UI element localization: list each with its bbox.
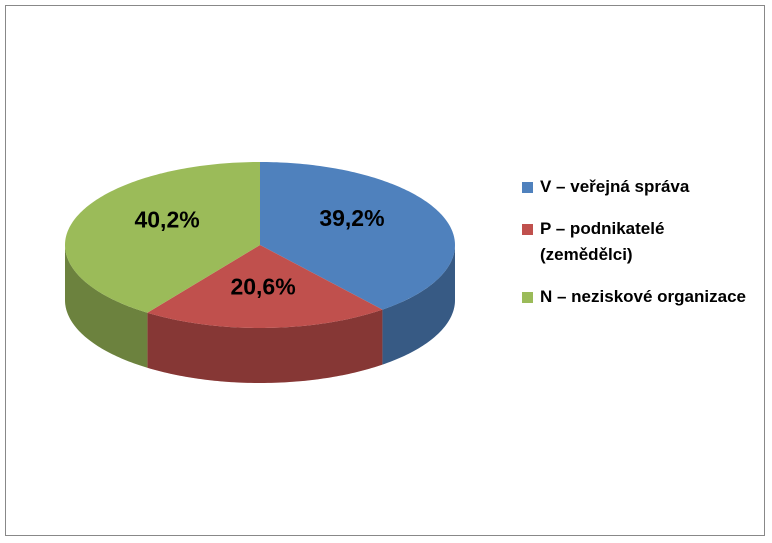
slice: [147, 245, 383, 328]
legend: V – veřejná správa P – podnikatelé (zeměd…: [522, 174, 757, 326]
legend-item: V – veřejná správa: [522, 174, 757, 200]
legend-label: N – neziskové organizace: [540, 287, 746, 306]
slice: [260, 162, 455, 310]
legend-item: N – neziskové organizace: [522, 284, 757, 310]
legend-swatch: [522, 182, 533, 193]
data-label: 39,2%: [319, 205, 384, 231]
legend-item: P – podnikatelé (zemědělci): [522, 216, 757, 268]
slice: [65, 162, 260, 313]
slice-side: [382, 245, 455, 365]
slice-side-shade: [382, 245, 455, 365]
legend-swatch: [522, 292, 533, 303]
legend-swatch: [522, 224, 533, 235]
slice-side: [147, 309, 383, 383]
chart-frame: [5, 5, 765, 536]
slice-side-shade: [65, 245, 148, 368]
slice-side: [65, 245, 148, 368]
slice-side-shade: [147, 309, 383, 383]
data-label: 40,2%: [134, 206, 199, 232]
data-label: 20,6%: [230, 274, 295, 300]
legend-label: V – veřejná správa: [540, 177, 690, 196]
legend-label: P – podnikatelé (zemědělci): [540, 219, 665, 264]
